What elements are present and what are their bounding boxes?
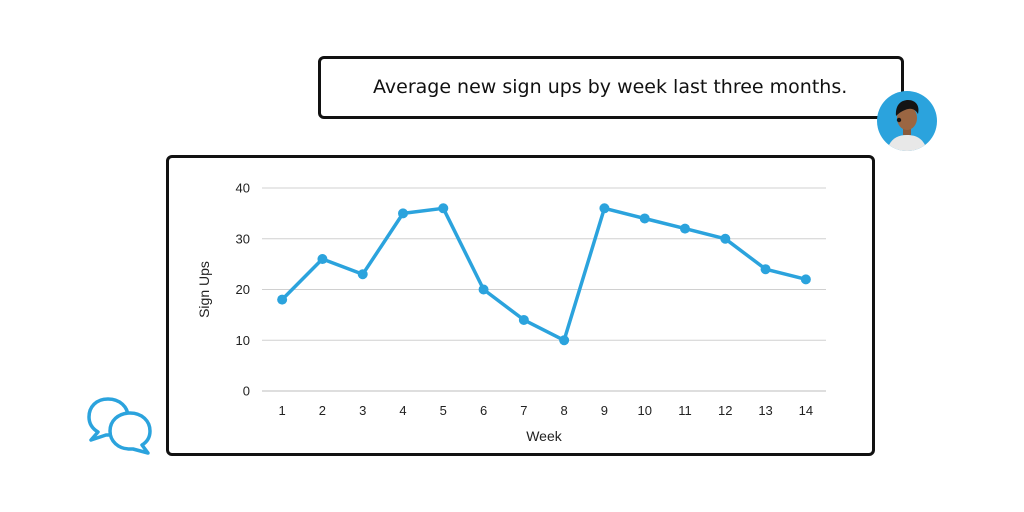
y-tick-labels: 0 10 20 30 40 (236, 181, 250, 399)
data-points (277, 203, 811, 346)
x-tick-label: 7 (520, 403, 527, 418)
data-point (760, 264, 771, 275)
user-avatar-icon (877, 91, 937, 151)
y-tick-label: 0 (243, 384, 250, 399)
x-tick-label: 3 (359, 403, 366, 418)
prompt-bubble: Average new sign ups by week last three … (318, 56, 904, 119)
data-point (599, 203, 610, 214)
y-axis-title: Sign Ups (196, 261, 212, 318)
data-point (317, 254, 328, 265)
x-tick-label: 12 (718, 403, 732, 418)
y-tick-label: 30 (236, 231, 250, 246)
y-tick-label: 10 (236, 333, 250, 348)
data-point (518, 314, 529, 325)
data-point (398, 208, 408, 219)
y-tick-label: 20 (236, 282, 250, 297)
x-tick-label: 11 (678, 403, 692, 418)
data-point (720, 233, 731, 244)
data-point (800, 274, 811, 285)
x-tick-label: 1 (279, 403, 286, 418)
y-tick-label: 40 (236, 181, 250, 196)
x-tick-label: 9 (601, 403, 608, 418)
x-tick-label: 2 (319, 403, 326, 418)
data-point (680, 223, 690, 234)
prompt-text: Average new sign ups by week last three … (373, 76, 848, 98)
x-tick-label: 4 (399, 403, 406, 418)
data-point (559, 335, 570, 346)
data-point (639, 213, 650, 224)
grid-lines (262, 187, 826, 341)
x-tick-label: 14 (799, 403, 813, 418)
chart-card: 0 10 20 30 40 1 2 3 4 5 6 7 8 9 10 11 12 13 14 Week Sign … (166, 155, 875, 456)
x-tick-label: 10 (637, 403, 651, 418)
x-axis-title: Week (526, 428, 563, 444)
x-tick-label: 13 (758, 403, 772, 418)
data-point (357, 269, 368, 280)
chat-bubbles-icon (87, 397, 152, 455)
x-tick-label: 6 (480, 403, 487, 418)
data-point (438, 203, 449, 214)
data-point (478, 284, 489, 295)
x-tick-label: 8 (561, 403, 568, 418)
x-tick-label: 5 (440, 403, 447, 418)
data-point (277, 294, 288, 305)
series-line (280, 206, 808, 343)
x-tick-labels: 1 2 3 4 5 6 7 8 9 10 11 12 13 14 (279, 403, 814, 418)
